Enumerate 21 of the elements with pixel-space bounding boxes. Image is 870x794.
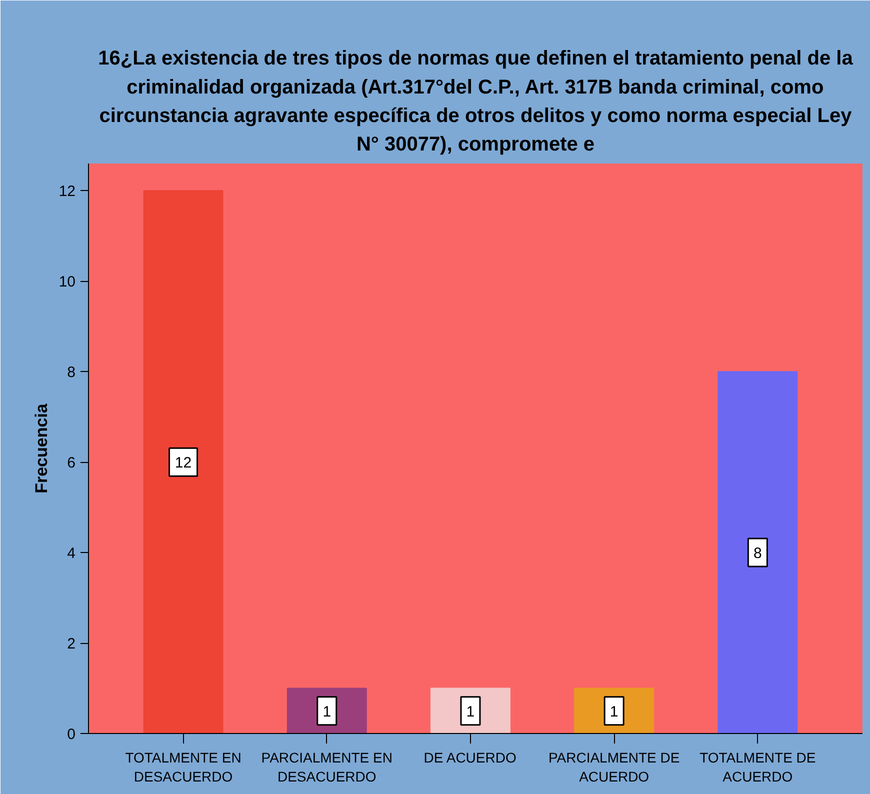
chart-title: 16¿La existencia de tres tipos de normas que definen el tratamiento penal de la criminalidad organizada (Art.317°del C.P., Art. 317B banda criminal, como circunstancia agravante específica de otros delitos y como norma especial Ley N° 30077), compromete e [98,48,854,156]
y-tick-label: 4 [67,545,76,562]
data-label: 8 [754,545,762,562]
x-tick-label: PARCIALMENTE DE ACUERDO [548,750,680,785]
y-axis-title: Frecuencia [32,403,51,494]
y-tick-label: 2 [67,636,76,653]
data-label: 1 [610,703,618,720]
y-tick-label: 10 [58,274,76,291]
data-label: 12 [174,454,192,472]
data-label: 1 [322,703,332,720]
bar [143,190,224,734]
x-tick-label: TOTALMENTE EN DESACUERDO [125,750,242,785]
data-label: 1 [466,703,475,720]
y-tick-label: 6 [67,454,76,472]
x-tick-label: TOTALMENTE DE ACUERDO [700,750,816,785]
x-tick-label: PARCIALMENTE EN DESACUERDO [261,750,392,785]
y-tick-label: 8 [67,364,76,382]
x-tick-label: DE ACUERDO [424,750,516,766]
y-tick-label: 12 [58,183,76,200]
y-tick-label: 0 [67,726,76,743]
bar [718,371,798,734]
